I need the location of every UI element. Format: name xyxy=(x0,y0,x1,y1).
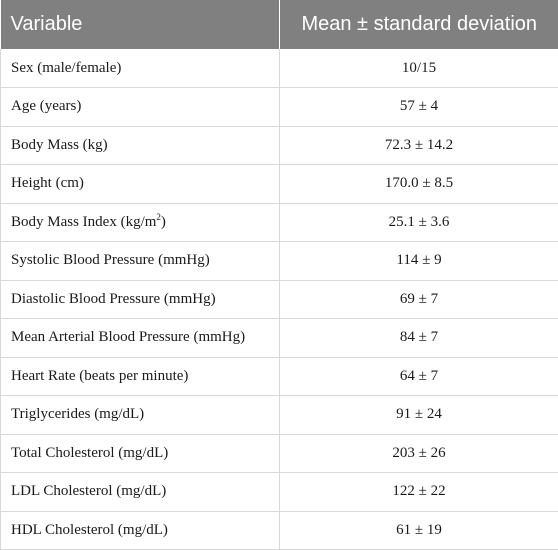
table-body: Sex (male/female) 10/15 Age (years) 57 ±… xyxy=(0,49,558,550)
table-row: Body Mass Index (kg/m2) 25.1 ± 3.6 xyxy=(0,203,558,242)
table-row: Systolic Blood Pressure (mmHg) 114 ± 9 xyxy=(0,241,558,281)
row-value: 10/15 xyxy=(279,49,558,88)
table-row: Body Mass (kg) 72.3 ± 14.2 xyxy=(0,126,558,165)
table-row: Triglycerides (mg/dL) 91 ± 24 xyxy=(0,395,558,435)
row-value: 170.0 ± 8.5 xyxy=(279,164,558,204)
row-value: 57 ± 4 xyxy=(279,87,558,127)
row-label: Mean Arterial Blood Pressure (mmHg) xyxy=(0,318,280,358)
row-value: 72.3 ± 14.2 xyxy=(279,126,558,165)
row-label: Body Mass Index (kg/m xyxy=(11,213,157,230)
table-row: Mean Arterial Blood Pressure (mmHg) 84 ±… xyxy=(0,318,558,358)
column-header-variable: Variable xyxy=(0,0,280,49)
row-label: Heart Rate (beats per minute) xyxy=(0,357,280,396)
row-label: Diastolic Blood Pressure (mmHg) xyxy=(0,280,280,319)
row-value: 203 ± 26 xyxy=(279,434,558,473)
table-row: Height (cm) 170.0 ± 8.5 xyxy=(0,164,558,204)
row-value: 84 ± 7 xyxy=(279,318,558,358)
table-row: Heart Rate (beats per minute) 64 ± 7 xyxy=(0,357,558,396)
row-label-suffix: ) xyxy=(160,213,166,230)
row-label: Body Mass (kg) xyxy=(0,126,280,165)
header-row: Variable Mean ± standard deviation xyxy=(0,0,558,49)
table-row: Total Cholesterol (mg/dL) 203 ± 26 xyxy=(0,434,558,473)
row-value: 25.1 ± 3.6 xyxy=(279,203,558,242)
row-label: Systolic Blood Pressure (mmHg) xyxy=(0,241,280,281)
row-label: Sex (male/female) xyxy=(0,49,280,88)
row-value: 64 ± 7 xyxy=(279,357,558,396)
row-label: Height (cm) xyxy=(0,164,280,204)
table-row: Sex (male/female) 10/15 xyxy=(0,49,558,88)
row-label: Total Cholesterol (mg/dL) xyxy=(0,434,280,473)
table-row: Diastolic Blood Pressure (mmHg) 69 ± 7 xyxy=(0,280,558,319)
row-label: LDL Cholesterol (mg/dL) xyxy=(0,472,280,512)
row-value: 61 ± 19 xyxy=(279,511,558,550)
row-value: 122 ± 22 xyxy=(279,472,558,512)
table-row: Age (years) 57 ± 4 xyxy=(0,87,558,127)
row-label-superscript: 2 xyxy=(156,211,161,222)
row-value: 91 ± 24 xyxy=(279,395,558,435)
table-header: Variable Mean ± standard deviation xyxy=(0,0,558,49)
row-value: 114 ± 9 xyxy=(279,241,558,281)
table-row: LDL Cholesterol (mg/dL) 122 ± 22 xyxy=(0,472,558,512)
column-header-value: Mean ± standard deviation xyxy=(279,0,558,49)
row-label: Age (years) xyxy=(0,87,280,127)
row-value: 69 ± 7 xyxy=(279,280,558,319)
table-row: HDL Cholesterol (mg/dL) 61 ± 19 xyxy=(0,511,558,550)
row-label: Triglycerides (mg/dL) xyxy=(0,395,280,435)
row-label-cell: Body Mass Index (kg/m2) xyxy=(0,203,280,242)
row-label: HDL Cholesterol (mg/dL) xyxy=(0,511,280,550)
